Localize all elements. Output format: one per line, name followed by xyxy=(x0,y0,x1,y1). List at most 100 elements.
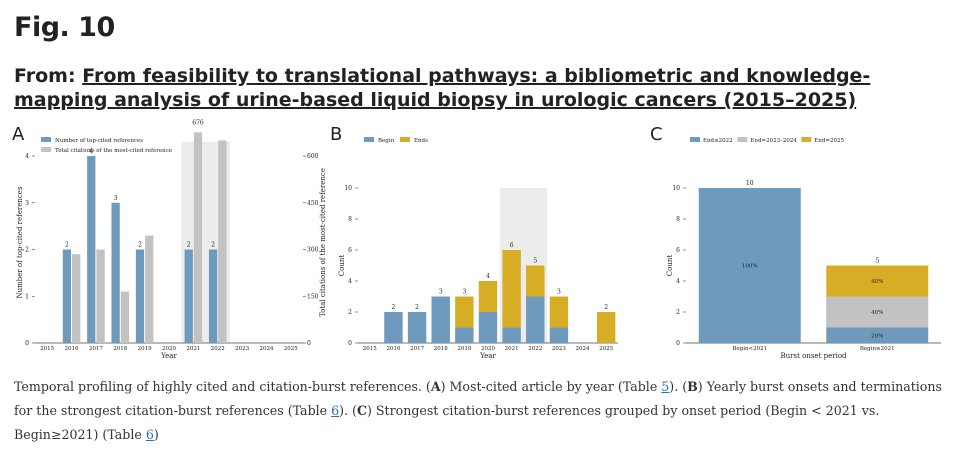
caption-text: ) xyxy=(153,427,159,442)
legend-swatch-ends xyxy=(400,137,410,142)
x-tick-label: 2017 xyxy=(410,346,424,352)
bar-begin-2018 xyxy=(431,296,450,343)
bar-total-citations-2021 xyxy=(193,132,203,343)
article-title-link[interactable]: From feasibility to translational pathwa… xyxy=(14,65,871,111)
table-6-link[interactable]: 6 xyxy=(145,427,154,442)
top-value-label: 676 xyxy=(192,119,204,126)
figure-title: Fig. 10 xyxy=(14,12,115,43)
bar-total-citations-2022 xyxy=(218,140,227,343)
x-tick-label: 2019 xyxy=(457,346,471,352)
bar-top-cited-2019 xyxy=(135,249,145,343)
x-tick-label: Begin≥2021 xyxy=(860,346,895,352)
bar-ends-2022 xyxy=(526,265,545,297)
x-tick-label: 2017 xyxy=(89,346,103,352)
table-5-link[interactable]: 5 xyxy=(661,379,670,394)
x-axis-label: Year xyxy=(160,352,177,360)
bar-ends-2023 xyxy=(549,296,569,328)
legend-label: Total citations of the most-cited refere… xyxy=(55,148,172,154)
bar-value-label: 3 xyxy=(114,195,118,202)
bar-top-cited-2017 xyxy=(87,156,96,343)
y-tick-label: 4 xyxy=(676,278,680,285)
segment-percent-label: 40% xyxy=(871,310,883,316)
bar-ends-2021 xyxy=(502,250,521,328)
legend-label: Begin xyxy=(378,138,395,144)
panel-b: B 0 2 4 6 8 10 2015 2 2016 2 2017 3 2018 3 2019 4 2020 6 20… xyxy=(328,122,638,367)
y-tick-label: 8 xyxy=(676,216,680,223)
bar-total-label: 2 xyxy=(392,304,396,311)
bar-top-cited-2018 xyxy=(111,202,120,343)
panel-c: C 0 2 4 6 8 10 100% 10 Begin<2021 20% 40% 40% 5 Begin≥… xyxy=(648,122,953,367)
legend-swatch-blue xyxy=(41,137,51,142)
x-tick-label: 2024 xyxy=(576,346,590,352)
bar-value-label: 2 xyxy=(65,242,69,249)
bar-total-citations-2016 xyxy=(72,254,81,343)
x-tick-label: 2015 xyxy=(40,346,54,352)
bar-begin-2023 xyxy=(549,327,569,343)
bar-total-label: 10 xyxy=(746,180,754,187)
table-6-link[interactable]: 6 xyxy=(331,403,340,418)
x-tick-label: 2019 xyxy=(138,346,152,352)
legend-swatch xyxy=(801,137,812,142)
x-tick-label: 2022 xyxy=(211,346,225,352)
bar-total-label: 5 xyxy=(875,258,879,265)
y-tick-label: 10 xyxy=(344,185,352,192)
segment-percent-label: 20% xyxy=(871,333,883,339)
legend-label: Ends xyxy=(414,138,428,144)
figure-source: From: From feasibility to translational … xyxy=(14,64,949,112)
x-tick-label: 2020 xyxy=(162,346,176,352)
bar-top-cited-2022 xyxy=(208,249,218,343)
y-tick-label: 0 xyxy=(676,340,680,347)
y-right-axis-label: Total citations of the most-cited refere… xyxy=(319,168,327,317)
x-tick-label: 2016 xyxy=(65,346,79,352)
legend-label: End=2025 xyxy=(814,138,844,144)
bar-top-cited-2016 xyxy=(62,249,72,343)
bar-Begin≥2021-0 xyxy=(826,327,929,343)
bar-total-label: 2 xyxy=(415,304,419,311)
x-tick-label: 2022 xyxy=(528,346,542,352)
bar-value-label: 4 xyxy=(89,148,93,155)
bar-total-label: 4 xyxy=(486,273,490,280)
x-tick-label: 2020 xyxy=(481,346,495,352)
bar-Begin<2021-0 xyxy=(698,188,801,343)
bar-Begin≥2021-1 xyxy=(826,296,929,328)
chart-svg: C 0 2 4 6 8 10 100% 10 Begin<2021 20% 40% 40% 5 Begin≥… xyxy=(650,124,941,360)
panel-letter: C xyxy=(650,124,663,145)
y-tick-label: 0 xyxy=(25,340,29,347)
x-axis-label: Burst onset period xyxy=(780,352,847,360)
x-tick-label: 2021 xyxy=(505,346,519,352)
legend-swatch-grey xyxy=(41,147,51,152)
y-tick-label: 4 xyxy=(348,278,352,285)
caption-text: ) Most-cited article by year (Table xyxy=(440,379,662,394)
y-axis-label: Count xyxy=(666,255,674,277)
x-tick-label: 2018 xyxy=(113,346,127,352)
bar-total-label: 2 xyxy=(604,304,608,311)
legend-label: End=2023–2024 xyxy=(750,138,797,144)
bar-total-citations-2018 xyxy=(120,291,130,343)
caption-panel-c: C xyxy=(356,403,368,418)
bar-begin-2022 xyxy=(526,296,545,343)
legend-swatch-begin xyxy=(364,137,374,142)
y-tick-label: 2 xyxy=(676,309,680,316)
from-label: From: xyxy=(14,65,83,87)
caption-text: ). ( xyxy=(339,403,357,418)
bar-ends-2020 xyxy=(478,281,498,312)
x-tick-label: 2023 xyxy=(552,346,566,352)
bar-value-label: 2 xyxy=(211,242,215,249)
y-tick-label: 6 xyxy=(348,247,352,254)
bar-begin-2016 xyxy=(384,312,403,343)
caption-text: ). ( xyxy=(669,379,688,394)
x-tick-label: Begin<2021 xyxy=(732,346,767,352)
bar-total-citations-2019 xyxy=(145,235,154,343)
y-right-tick-label: 600 xyxy=(307,153,319,160)
bar-value-label: 2 xyxy=(138,242,142,249)
x-tick-label: 2015 xyxy=(363,346,377,352)
bar-begin-2020 xyxy=(478,312,498,343)
x-tick-label: 2023 xyxy=(235,346,249,352)
y-axis-label: Number of top-cited references xyxy=(16,186,24,298)
y-tick-label: 2 xyxy=(348,309,352,316)
y-tick-label: 3 xyxy=(25,200,29,207)
legend-swatch xyxy=(737,137,748,142)
y-tick-label: 4 xyxy=(25,153,29,160)
segment-percent-label: 100% xyxy=(742,264,758,270)
y-tick-label: 8 xyxy=(348,216,352,223)
